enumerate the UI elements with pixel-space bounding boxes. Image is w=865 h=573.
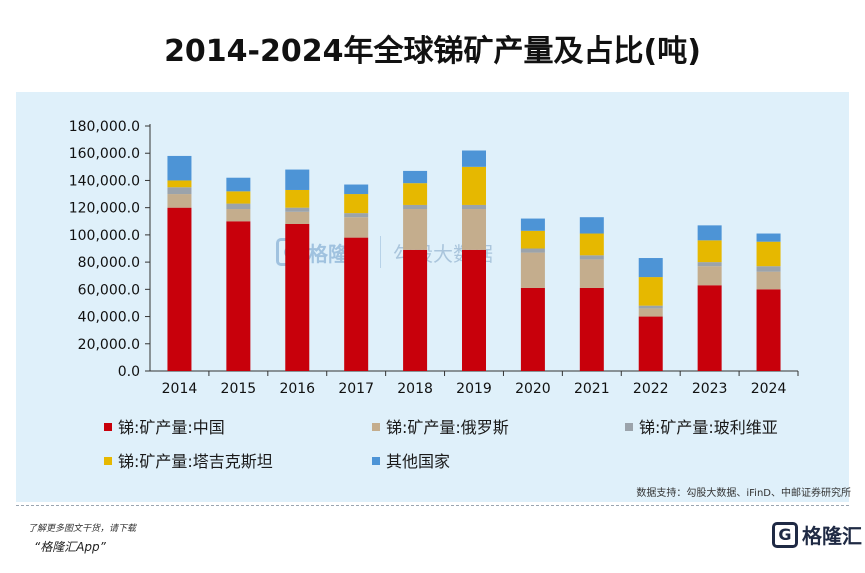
x-tick-label: 2015 — [221, 381, 257, 397]
bar-segment — [638, 277, 663, 306]
chart-title: 2014-2024年全球锑矿产量及占比(吨) — [164, 34, 701, 69]
y-tick-label: 180,000.0 — [69, 119, 140, 135]
bar-segment — [167, 194, 192, 208]
bar-segment — [344, 237, 369, 371]
bar-segment — [520, 252, 545, 288]
bar-segment — [226, 191, 251, 204]
bar-segment — [520, 248, 545, 253]
bar-segment — [756, 233, 781, 242]
bar-segment — [462, 150, 486, 167]
x-tick-label: 2018 — [397, 381, 433, 397]
bar-segment — [403, 170, 428, 184]
bar-segment — [167, 155, 192, 181]
bar-segment — [638, 305, 663, 309]
y-tick-label: 160,000.0 — [69, 146, 140, 162]
watermark-divider — [380, 236, 381, 268]
bar-segment — [756, 241, 781, 267]
bar-segment — [756, 266, 781, 272]
bar-segment — [226, 203, 251, 210]
bar-segment — [697, 225, 722, 241]
y-tick-label: 0.0 — [118, 364, 140, 380]
bar-segment — [344, 194, 369, 214]
bar-segment — [403, 183, 428, 205]
bar-segment — [579, 255, 604, 260]
footer-divider — [16, 505, 849, 506]
bar-segment — [167, 180, 192, 188]
bar-segment — [285, 169, 310, 190]
bar-segment — [756, 289, 781, 371]
bar-segment — [285, 207, 310, 212]
legend-label: 锑:矿产量:中国 — [118, 418, 225, 437]
bar-segment — [285, 189, 310, 208]
bar-segment — [638, 258, 663, 278]
legend-swatch — [372, 423, 380, 431]
legend-label: 其他国家 — [386, 452, 450, 471]
bar-segment — [344, 184, 369, 195]
footer-logo: G 格隆汇 — [772, 520, 862, 549]
legend-swatch — [104, 423, 112, 431]
x-tick-label: 2021 — [574, 381, 610, 397]
bar-segment — [403, 249, 428, 371]
bar-segment — [697, 262, 722, 267]
bar-segment — [167, 187, 192, 195]
bar-segment — [520, 287, 545, 371]
x-tick-label: 2014 — [162, 381, 198, 397]
x-tick-label: 2019 — [456, 381, 492, 397]
legend-label: 锑:矿产量:俄罗斯 — [386, 418, 509, 437]
bar-segment — [403, 209, 428, 250]
x-tick-label: 2017 — [338, 381, 374, 397]
bar-segment — [697, 240, 722, 263]
bar-segment — [344, 213, 369, 218]
bar-segment — [579, 217, 604, 234]
legend-label: 锑:矿产量:玻利维亚 — [639, 418, 778, 437]
y-tick-label: 120,000.0 — [69, 201, 140, 217]
bar-segment — [344, 217, 369, 238]
bar-segment — [403, 204, 428, 210]
bar-segment — [167, 207, 192, 371]
footer-note: 了解更多图文干货，请下载 — [28, 524, 137, 534]
legend-swatch — [625, 423, 633, 431]
footer-app-name: “格隆汇App” — [34, 540, 106, 554]
y-tick-label: 60,000.0 — [78, 282, 140, 298]
bar-segment — [638, 308, 663, 317]
bar-segment — [520, 218, 545, 231]
bar-segment — [756, 271, 781, 290]
legend-label: 锑:矿产量:塔吉克斯坦 — [118, 452, 273, 471]
x-tick-label: 2023 — [692, 381, 728, 397]
bar-segment — [579, 233, 604, 256]
x-tick-label: 2022 — [633, 381, 669, 397]
y-tick-label: 100,000.0 — [69, 228, 140, 244]
bar-segment — [697, 266, 722, 286]
source-note: 数据支持：勾股大数据、iFinD、中邮证券研究所 — [636, 488, 851, 499]
bar-segment — [462, 209, 486, 250]
bar-segment — [462, 249, 486, 371]
bar-segment — [285, 224, 310, 371]
bar-segment — [462, 166, 486, 205]
y-tick-label: 40,000.0 — [78, 310, 140, 326]
y-tick-label: 80,000.0 — [78, 255, 140, 271]
bar-segment — [579, 287, 604, 371]
bar-segment — [638, 316, 663, 371]
y-tick-label: 20,000.0 — [78, 337, 140, 353]
x-tick-label: 2024 — [751, 381, 787, 397]
x-tick-label: 2016 — [279, 381, 315, 397]
y-tick-label: 140,000.0 — [69, 173, 140, 189]
bar-segment — [226, 209, 251, 222]
bar-segment — [697, 285, 722, 371]
bar-segment — [285, 211, 310, 224]
bar-segment — [226, 177, 251, 192]
legend-swatch — [104, 457, 112, 465]
logo-text: 格隆汇 — [802, 524, 862, 548]
bar-segment — [226, 221, 251, 371]
logo-icon: G — [772, 521, 798, 548]
bar-segment — [462, 204, 486, 210]
bar-segment — [579, 259, 604, 288]
legend-swatch — [372, 457, 380, 465]
x-tick-label: 2020 — [515, 381, 551, 397]
bar-segment — [520, 230, 545, 249]
